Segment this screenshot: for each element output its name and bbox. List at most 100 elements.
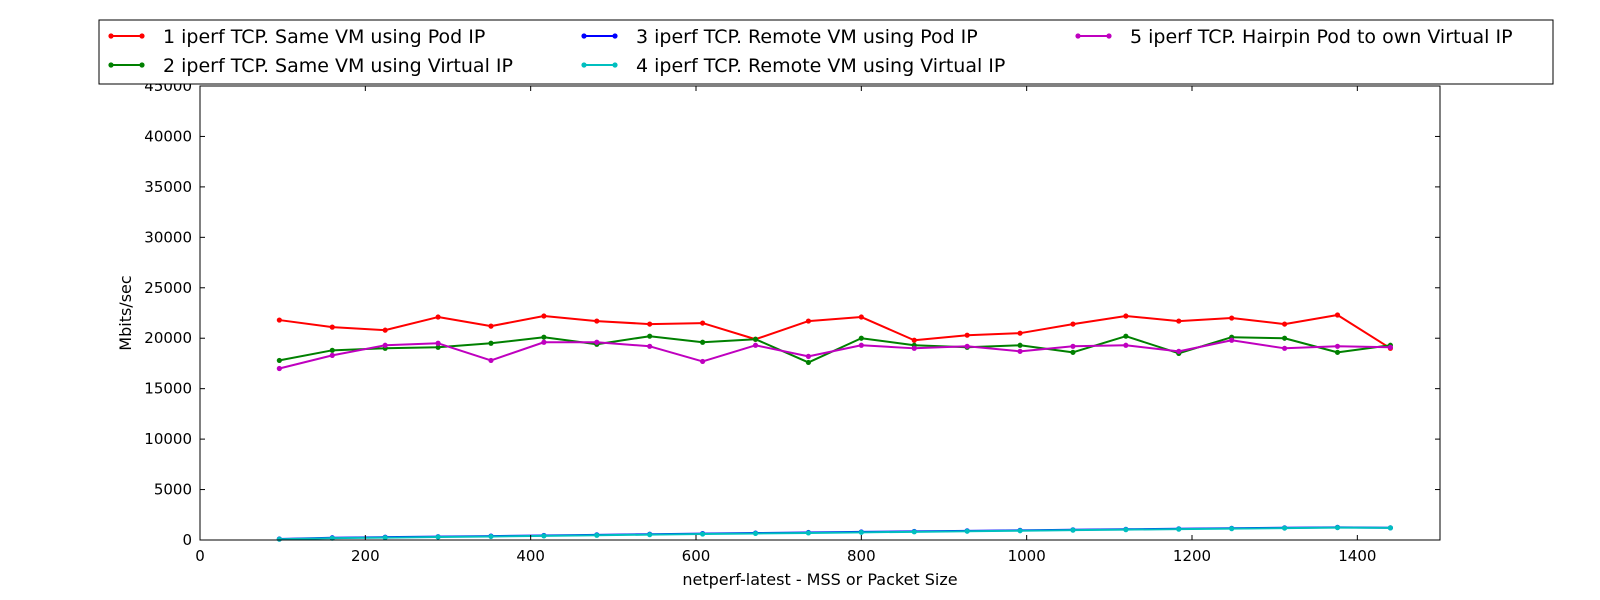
data-point	[1123, 342, 1129, 348]
x-tick-label: 0	[195, 547, 205, 565]
data-point	[1123, 527, 1129, 533]
data-point	[435, 340, 441, 346]
x-tick-label: 400	[516, 547, 545, 565]
legend-swatch-point	[139, 33, 145, 39]
data-point	[276, 536, 282, 542]
data-point	[1017, 348, 1023, 354]
legend-swatch-point	[108, 33, 114, 39]
x-tick-label: 200	[351, 547, 380, 565]
data-point	[858, 529, 864, 535]
data-point	[1229, 315, 1235, 321]
data-point	[752, 336, 759, 342]
data-point	[1017, 528, 1023, 534]
legend-label: 3 iperf TCP. Remote VM using Pod IP	[636, 26, 978, 48]
data-point	[1070, 343, 1076, 349]
data-point	[1176, 348, 1182, 354]
legend: 1 iperf TCP. Same VM using Pod IP 2 iperf…	[98, 19, 1554, 85]
data-point	[1017, 342, 1023, 348]
series-line	[279, 335, 1391, 364]
data-point	[382, 534, 388, 541]
data-point	[382, 342, 388, 348]
legend-item-1: 1 iperf TCP. Same VM using Pod IP	[108, 26, 485, 48]
data-point	[488, 340, 494, 346]
data-point	[911, 345, 917, 351]
y-tick-label: 35000	[144, 178, 192, 196]
data-point	[1387, 525, 1393, 531]
data-point	[1281, 321, 1288, 327]
data-point	[1387, 344, 1393, 350]
data-point	[752, 530, 759, 537]
series-line	[279, 339, 1391, 370]
y-tick-label: 10000	[144, 430, 192, 448]
series-2	[276, 333, 1393, 366]
y-tick-label: 5000	[154, 481, 192, 499]
plot-frame	[199, 85, 1441, 541]
data-point	[1334, 343, 1341, 349]
data-point	[488, 357, 494, 364]
data-point	[647, 321, 653, 327]
data-point	[541, 313, 547, 319]
series-line	[279, 526, 1391, 541]
data-point	[1176, 526, 1182, 532]
data-point	[1334, 524, 1341, 531]
data-point	[1229, 525, 1235, 532]
data-point	[647, 333, 653, 339]
series-line	[279, 314, 1391, 350]
data-point	[541, 533, 547, 539]
data-point	[435, 344, 441, 350]
data-point	[700, 339, 706, 345]
data-point	[964, 332, 970, 338]
y-tick-label: 0	[182, 531, 192, 549]
y-tick-label: 15000	[144, 380, 192, 398]
legend-swatch-point	[612, 62, 618, 68]
legend-swatch-point	[108, 62, 114, 68]
data-point	[276, 317, 282, 323]
y-axis-label: Mbits/sec	[116, 275, 135, 350]
y-tick-label: 40000	[144, 127, 192, 145]
data-point	[911, 337, 917, 343]
data-point	[805, 359, 812, 366]
data-point	[858, 335, 864, 341]
data-point	[594, 532, 600, 538]
data-point	[329, 324, 335, 330]
legend-swatch-point	[581, 62, 587, 68]
legend-item-3: 3 iperf TCP. Remote VM using Pod IP	[581, 26, 978, 48]
data-point	[700, 320, 706, 326]
legend-label: 5 iperf TCP. Hairpin Pod to own Virtual …	[1130, 26, 1513, 48]
y-tick-label: 20000	[144, 329, 192, 347]
data-point	[1281, 335, 1288, 341]
legend-swatch-point	[139, 62, 145, 68]
data-point	[329, 347, 335, 353]
legend-swatch-point	[581, 33, 587, 39]
x-tick-label: 600	[682, 547, 711, 565]
data-point	[276, 357, 282, 364]
data-point	[1281, 525, 1288, 531]
data-point	[858, 314, 864, 320]
data-point	[752, 342, 759, 348]
series-1	[276, 312, 1393, 351]
data-point	[964, 343, 970, 349]
data-point	[700, 358, 706, 365]
data-point	[594, 318, 600, 324]
data-point	[1070, 527, 1076, 533]
data-point	[1123, 313, 1129, 319]
legend-label: 2 iperf TCP. Same VM using Virtual IP	[163, 55, 513, 77]
series-layer	[276, 312, 1393, 542]
y-tick-label: 25000	[144, 279, 192, 297]
data-point	[911, 529, 917, 535]
data-point	[329, 352, 335, 358]
data-point	[858, 342, 864, 348]
data-point	[1229, 337, 1235, 343]
x-tick-label: 800	[847, 547, 876, 565]
y-tick-label: 30000	[144, 228, 192, 246]
x-tick-label: 1200	[1173, 547, 1211, 565]
legend-item-5: 5 iperf TCP. Hairpin Pod to own Virtual …	[1075, 26, 1513, 48]
data-point	[329, 535, 335, 541]
legend-label: 4 iperf TCP. Remote VM using Virtual IP	[636, 55, 1005, 77]
legend-swatch-point	[1106, 33, 1112, 39]
data-point	[805, 530, 812, 536]
data-point	[488, 323, 494, 329]
data-point	[647, 343, 653, 349]
x-tick-label: 1400	[1338, 547, 1376, 565]
